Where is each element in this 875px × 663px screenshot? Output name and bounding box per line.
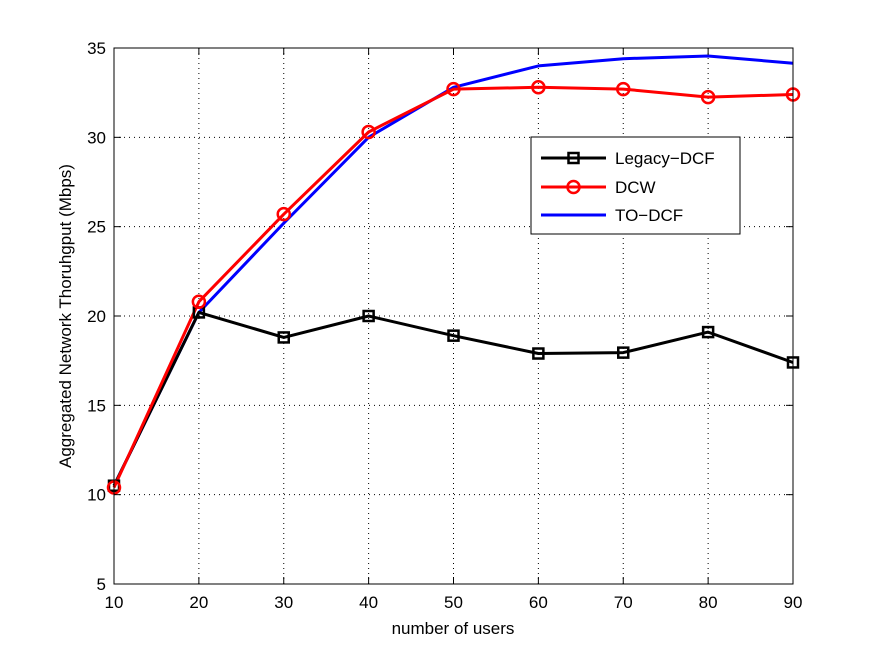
y-tick-label: 25 xyxy=(87,218,106,237)
x-tick-label: 90 xyxy=(784,593,803,612)
y-tick-label: 5 xyxy=(97,575,106,594)
x-tick-label: 70 xyxy=(614,593,633,612)
legend-entry-to-dcf: TO−DCF xyxy=(541,206,683,225)
data-point-dcw xyxy=(616,81,631,97)
data-point-dcw xyxy=(446,81,461,97)
legend-entry-dcw: DCW xyxy=(541,178,656,197)
y-axis-label: Aggregated Network Thoruhgput (Mbps) xyxy=(56,164,75,468)
x-axis-label: number of users xyxy=(392,619,515,638)
y-tick-label: 10 xyxy=(87,486,106,505)
y-tick-label: 35 xyxy=(87,39,106,58)
data-point-legacy-dcf xyxy=(532,347,545,360)
x-tick-label: 80 xyxy=(699,593,718,612)
data-point-legacy-dcf xyxy=(617,346,630,359)
y-tick-labels: 5 10 15 20 25 30 35 xyxy=(87,39,106,594)
data-point-dcw xyxy=(361,124,376,140)
x-tick-label: 40 xyxy=(359,593,378,612)
series-line-legacy-dcf xyxy=(112,310,794,487)
legend-label-to-dcf: TO−DCF xyxy=(615,206,683,225)
data-point-dcw xyxy=(531,80,546,95)
series-line-to-dcf xyxy=(112,54,794,487)
data-point-dcw xyxy=(700,89,716,105)
axis-ticks xyxy=(113,47,794,585)
y-tick-label: 30 xyxy=(87,128,106,147)
y-tick-label: 15 xyxy=(87,396,106,415)
legend-label-dcw: DCW xyxy=(615,178,656,197)
x-tick-label: 10 xyxy=(105,593,124,612)
legend-marker-legacy-dcf xyxy=(567,151,580,165)
legend: Legacy−DCF DCW TO−DCF xyxy=(530,136,741,235)
data-point-dcw xyxy=(276,206,291,222)
series-line-dcw xyxy=(112,85,794,489)
x-tick-label: 60 xyxy=(529,593,548,612)
series-lines xyxy=(112,54,794,489)
x-tick-label: 50 xyxy=(444,593,463,612)
x-tick-label: 20 xyxy=(189,593,208,612)
series-markers xyxy=(106,80,801,495)
legend-marker-dcw xyxy=(566,179,581,195)
y-tick-label: 20 xyxy=(87,307,106,326)
data-point-legacy-dcf xyxy=(362,309,375,323)
data-point-legacy-dcf xyxy=(701,325,715,339)
x-tick-labels: 10 20 30 40 50 60 70 80 90 xyxy=(105,593,803,612)
legend-label-legacy-dcf: Legacy−DCF xyxy=(615,149,715,168)
data-point-dcw xyxy=(191,294,207,309)
legend-entry-legacy-dcf: Legacy−DCF xyxy=(541,149,715,168)
x-tick-label: 30 xyxy=(274,593,293,612)
data-point-legacy-dcf xyxy=(447,329,460,342)
data-point-legacy-dcf xyxy=(277,331,290,344)
